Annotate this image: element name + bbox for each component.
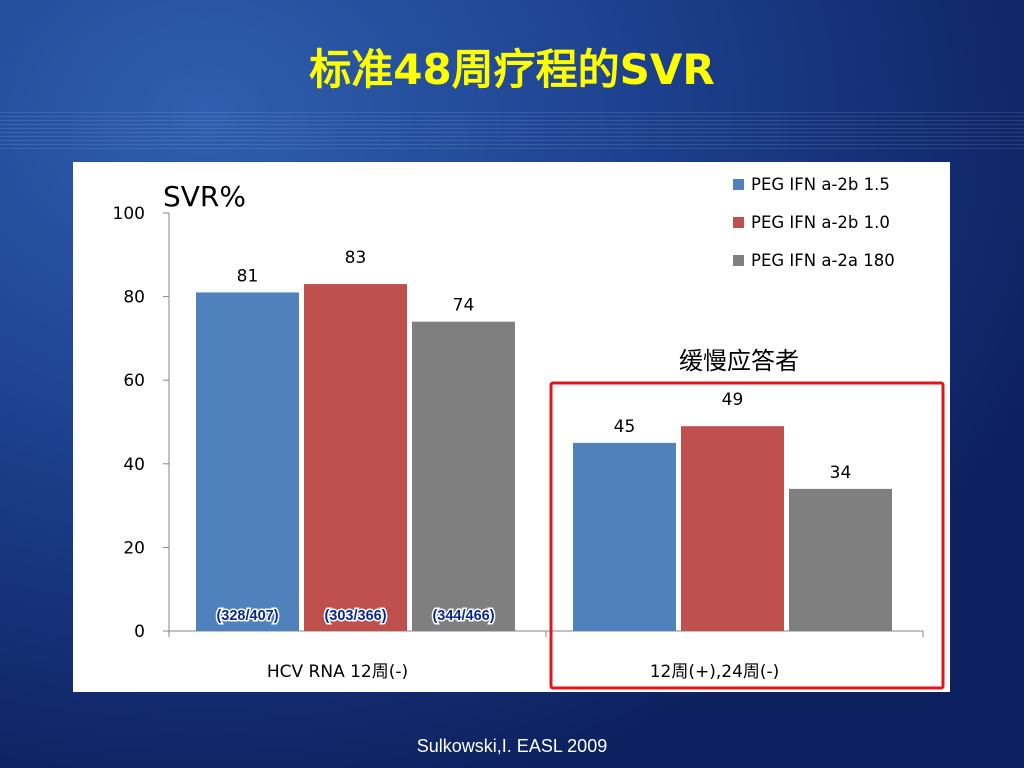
y-axis-label: SVR% bbox=[163, 180, 246, 213]
y-tick-label: 100 bbox=[113, 204, 145, 224]
bar-2-2 bbox=[681, 426, 784, 631]
data-label: 34 bbox=[830, 463, 852, 483]
bar-3-1 bbox=[412, 321, 515, 631]
bar-count-note: (344/466) bbox=[432, 608, 494, 624]
slide-title: 标准48周疗程的SVR bbox=[309, 45, 715, 94]
legend-swatch bbox=[733, 217, 744, 228]
data-label: 45 bbox=[614, 417, 636, 437]
x-category-label: HCV RNA 12周(-) bbox=[267, 662, 408, 682]
data-label: 81 bbox=[237, 266, 259, 286]
x-category-label: 12周(+),24周(-) bbox=[650, 662, 780, 682]
data-label: 49 bbox=[722, 390, 744, 410]
slow-responder-label: 缓慢应答者 bbox=[679, 347, 799, 375]
bar-1-2 bbox=[573, 442, 676, 631]
data-label: 74 bbox=[453, 296, 475, 316]
legend-swatch bbox=[733, 179, 744, 190]
legend-swatch bbox=[733, 255, 744, 266]
bar-count-note: (328/407) bbox=[216, 608, 278, 624]
y-tick-label: 40 bbox=[123, 455, 145, 475]
svr-bar-chart: 0 20 40 60 80 100 SVR% 81 83 74 HCV RNA 12周(-) 45 49… bbox=[113, 175, 945, 690]
y-tick-label: 0 bbox=[134, 622, 145, 642]
data-label: 83 bbox=[345, 248, 367, 268]
y-tick-label: 80 bbox=[123, 288, 145, 308]
source-citation: Sulkowski,I. EASL 2009 bbox=[416, 736, 608, 756]
header-stripes bbox=[0, 112, 1024, 152]
y-tick-label: 60 bbox=[123, 371, 145, 391]
bar-3-2 bbox=[789, 488, 892, 631]
legend-label: PEG IFN a-2b 1.0 bbox=[751, 213, 890, 232]
slow-responder-box bbox=[549, 381, 945, 690]
legend-label: PEG IFN a-2a 180 bbox=[751, 251, 895, 270]
bar-2-1 bbox=[304, 284, 407, 631]
legend-label: PEG IFN a-2b 1.5 bbox=[751, 175, 890, 194]
bar-count-note: (303/366) bbox=[324, 608, 386, 624]
y-tick-label: 20 bbox=[123, 538, 145, 558]
bar-1-1 bbox=[196, 292, 299, 631]
